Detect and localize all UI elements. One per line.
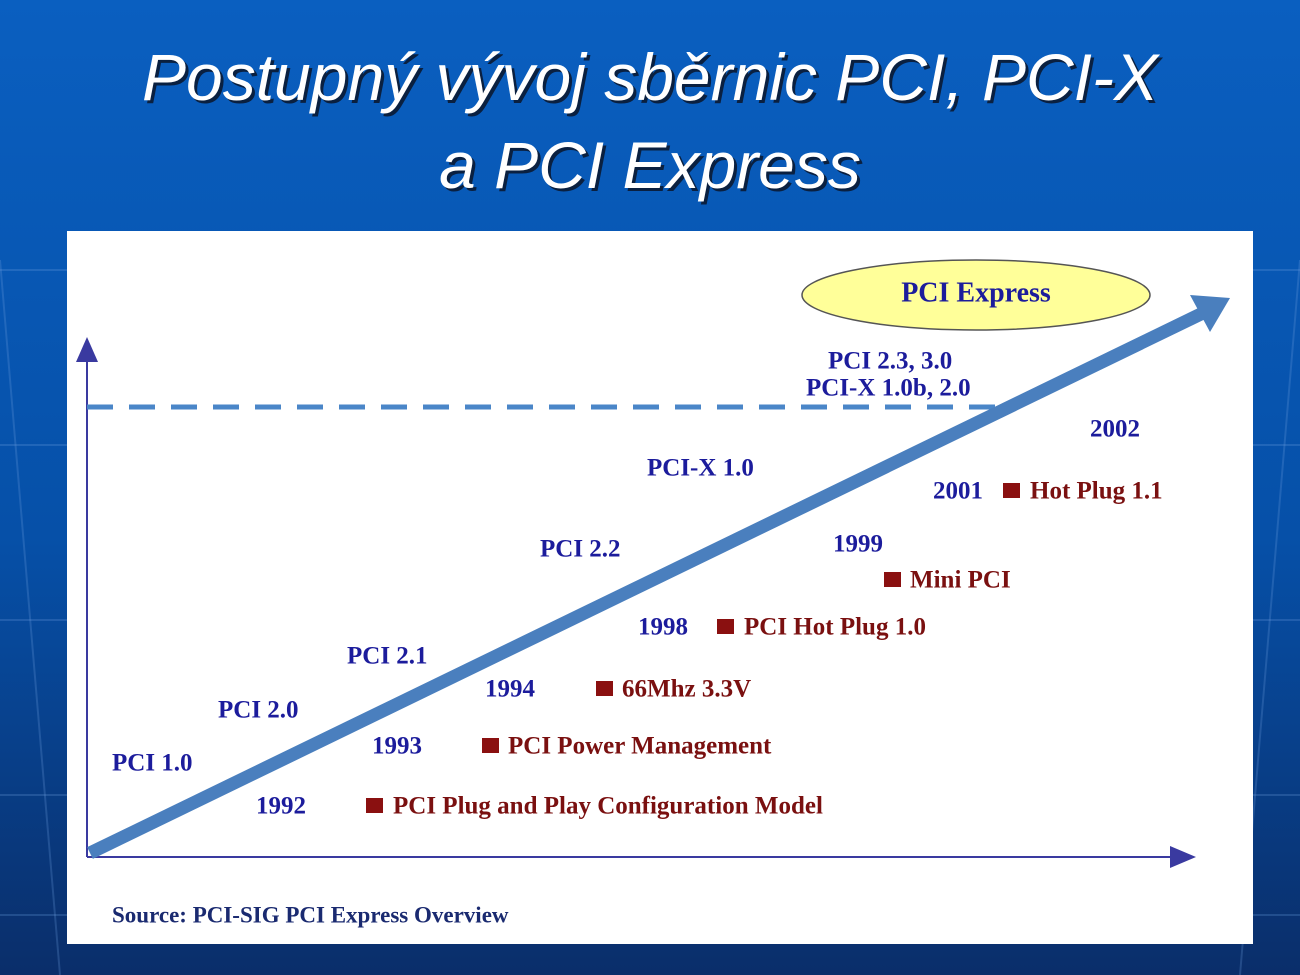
- version-label: PCI 2.2: [540, 536, 621, 563]
- version-label: PCI-X 1.0b, 2.0: [806, 375, 971, 402]
- feature-label: Hot Plug 1.1: [1030, 478, 1163, 505]
- feature-label: PCI Hot Plug 1.0: [744, 614, 926, 641]
- diagram-panel: [67, 231, 1253, 944]
- year-label: 1998: [638, 614, 688, 641]
- version-label: PCI-X 1.0: [647, 455, 754, 482]
- source-note: Source: PCI-SIG PCI Express Overview: [112, 902, 509, 927]
- version-label: PCI 1.0: [112, 750, 193, 777]
- highlight-label: PCI Express: [901, 277, 1051, 308]
- x-axis-arrow: [1170, 846, 1196, 868]
- version-label: PCI 2.1: [347, 643, 428, 670]
- year-label: 1992: [256, 793, 306, 820]
- year-label: 1993: [372, 733, 422, 760]
- feature-bullet: [1003, 483, 1020, 498]
- year-label: 1999: [833, 531, 883, 558]
- version-label: PCI 2.0: [218, 697, 299, 724]
- feature-label: 66Mhz 3.3V: [622, 676, 751, 703]
- feature-label: PCI Power Management: [508, 733, 772, 760]
- trend-arrowhead: [1190, 295, 1230, 332]
- y-axis-arrow: [76, 337, 98, 362]
- feature-label: PCI Plug and Play Configuration Model: [393, 793, 823, 820]
- highlight-ellipse: [801, 259, 1151, 331]
- year-label: 2001: [933, 478, 983, 505]
- year-label: 1994: [485, 676, 536, 703]
- version-label: PCI 2.3, 3.0: [828, 348, 952, 375]
- title-shadow: a PCI Express: [442, 131, 864, 205]
- year-label: 2002: [1090, 416, 1140, 443]
- title-line: Postupný vývoj sběrnic PCI, PCI-X: [142, 40, 1161, 114]
- title-shadow: Postupný vývoj sběrnic PCI, PCI-X: [145, 43, 1164, 117]
- feature-bullet: [717, 619, 734, 634]
- feature-label: Mini PCI: [910, 567, 1011, 594]
- feature-bullet: [884, 572, 901, 587]
- feature-bullet: [482, 738, 499, 753]
- feature-bullet: [596, 681, 613, 696]
- title-line: a PCI Express: [439, 128, 861, 202]
- trend-arrow: [87, 306, 1208, 859]
- feature-bullet: [366, 798, 383, 813]
